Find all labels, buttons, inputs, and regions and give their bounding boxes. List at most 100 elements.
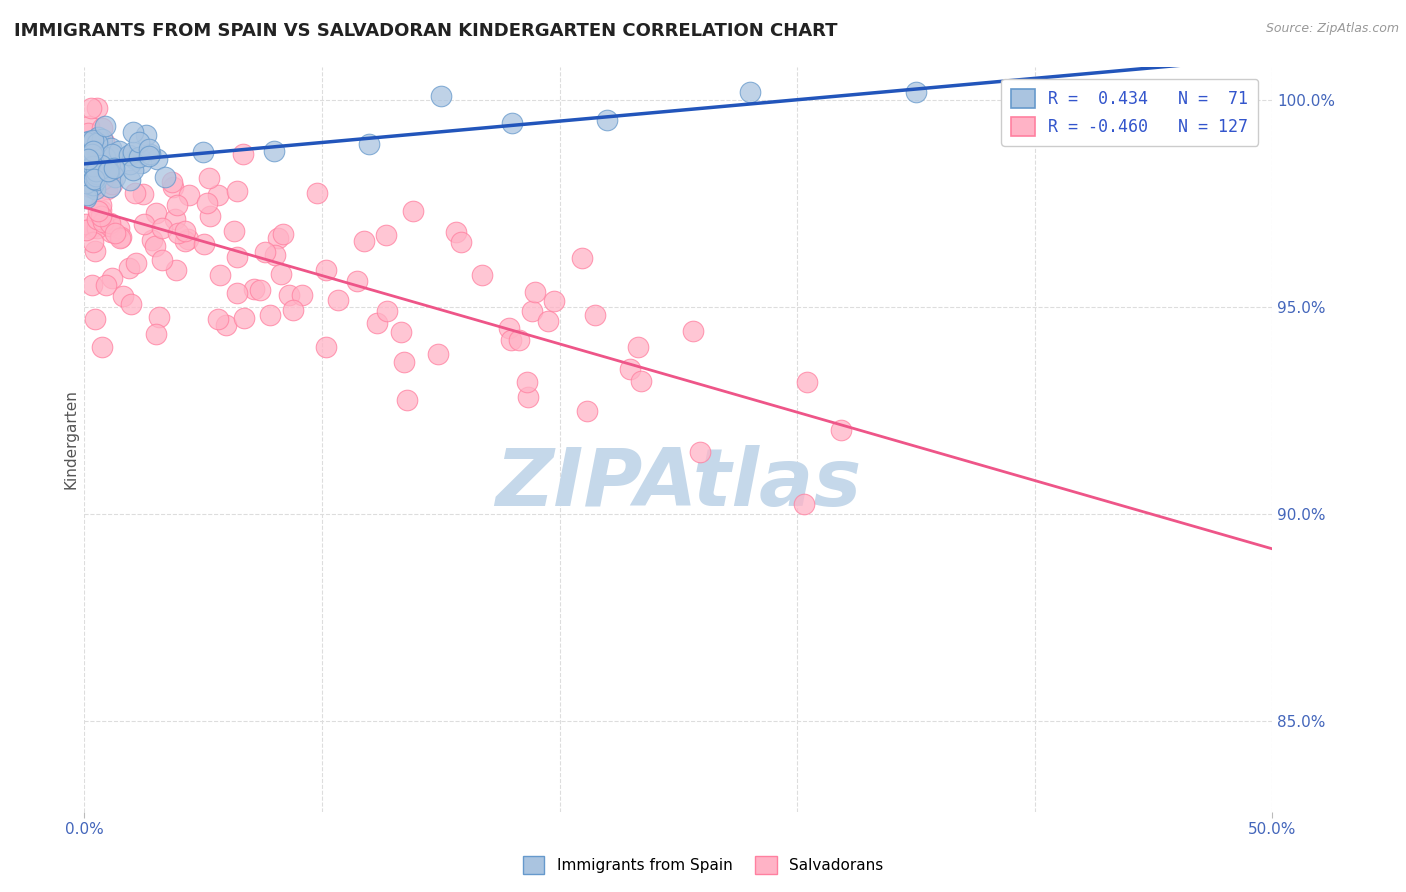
Point bbox=[98, 180, 121, 194]
Point bbox=[93, 120, 115, 134]
Point bbox=[153, 170, 176, 185]
Point bbox=[253, 245, 276, 260]
Point bbox=[267, 230, 290, 244]
Point bbox=[89, 135, 111, 149]
Point bbox=[263, 145, 285, 159]
Point bbox=[120, 297, 142, 311]
Point bbox=[139, 146, 162, 161]
Point bbox=[104, 170, 127, 185]
Point bbox=[249, 283, 271, 297]
Point bbox=[80, 147, 103, 161]
Point bbox=[682, 324, 704, 338]
Point bbox=[80, 220, 103, 235]
Point bbox=[90, 209, 112, 223]
Point bbox=[402, 203, 425, 218]
Point bbox=[83, 244, 105, 258]
Point bbox=[271, 227, 294, 241]
Point bbox=[1071, 85, 1094, 99]
Point bbox=[122, 163, 145, 178]
Point bbox=[501, 116, 523, 130]
Point bbox=[86, 163, 108, 178]
Point bbox=[516, 376, 538, 390]
Point bbox=[96, 182, 118, 196]
Point bbox=[89, 157, 111, 171]
Point bbox=[124, 152, 146, 166]
Point bbox=[165, 211, 187, 226]
Point bbox=[124, 256, 146, 270]
Point bbox=[90, 203, 112, 218]
Point bbox=[89, 146, 111, 161]
Point bbox=[86, 129, 108, 144]
Point bbox=[165, 263, 187, 277]
Point bbox=[97, 164, 120, 178]
Point bbox=[174, 235, 197, 249]
Point bbox=[80, 163, 103, 178]
Point bbox=[307, 186, 329, 200]
Point bbox=[98, 219, 121, 233]
Point bbox=[86, 168, 108, 182]
Point bbox=[82, 178, 104, 192]
Point bbox=[82, 133, 104, 147]
Point bbox=[315, 263, 337, 277]
Point bbox=[537, 314, 560, 328]
Point bbox=[278, 288, 301, 302]
Point bbox=[82, 163, 104, 178]
Point bbox=[77, 134, 100, 148]
Point bbox=[177, 232, 200, 246]
Point bbox=[394, 354, 416, 368]
Point bbox=[101, 161, 124, 175]
Point bbox=[160, 175, 183, 189]
Point bbox=[131, 156, 153, 170]
Point bbox=[353, 234, 375, 248]
Point bbox=[75, 135, 97, 149]
Text: ZIPAtlas: ZIPAtlas bbox=[495, 445, 862, 523]
Point bbox=[596, 112, 619, 127]
Point bbox=[112, 289, 135, 303]
Point bbox=[134, 217, 156, 231]
Point bbox=[243, 282, 266, 296]
Point bbox=[79, 160, 101, 174]
Point bbox=[91, 215, 114, 229]
Point bbox=[173, 224, 195, 238]
Legend: Immigrants from Spain, Salvadorans: Immigrants from Spain, Salvadorans bbox=[517, 850, 889, 880]
Point bbox=[145, 206, 167, 220]
Point bbox=[270, 267, 292, 281]
Point bbox=[86, 212, 108, 227]
Point bbox=[207, 311, 229, 326]
Point bbox=[222, 224, 245, 238]
Point bbox=[430, 89, 453, 103]
Point bbox=[905, 85, 928, 99]
Point bbox=[543, 293, 565, 308]
Point bbox=[146, 153, 169, 167]
Point bbox=[738, 85, 761, 99]
Point bbox=[80, 101, 103, 115]
Point bbox=[93, 135, 115, 149]
Point bbox=[87, 137, 110, 152]
Point bbox=[152, 221, 174, 235]
Point bbox=[281, 302, 304, 317]
Point bbox=[162, 180, 184, 194]
Point bbox=[524, 285, 547, 299]
Point bbox=[97, 164, 120, 178]
Point bbox=[96, 169, 118, 184]
Point bbox=[138, 142, 160, 156]
Point bbox=[86, 101, 108, 115]
Point bbox=[195, 196, 218, 211]
Point bbox=[450, 235, 472, 249]
Point bbox=[86, 136, 108, 151]
Point bbox=[209, 268, 232, 282]
Point bbox=[193, 237, 215, 252]
Point bbox=[89, 145, 111, 160]
Point bbox=[82, 278, 104, 293]
Point bbox=[128, 150, 150, 164]
Point bbox=[233, 311, 256, 326]
Point bbox=[90, 340, 112, 354]
Point bbox=[501, 334, 523, 348]
Point bbox=[346, 274, 368, 288]
Point bbox=[135, 128, 157, 143]
Point bbox=[86, 220, 108, 235]
Point bbox=[585, 308, 607, 322]
Point bbox=[100, 216, 122, 230]
Point bbox=[132, 187, 155, 202]
Point bbox=[100, 141, 122, 155]
